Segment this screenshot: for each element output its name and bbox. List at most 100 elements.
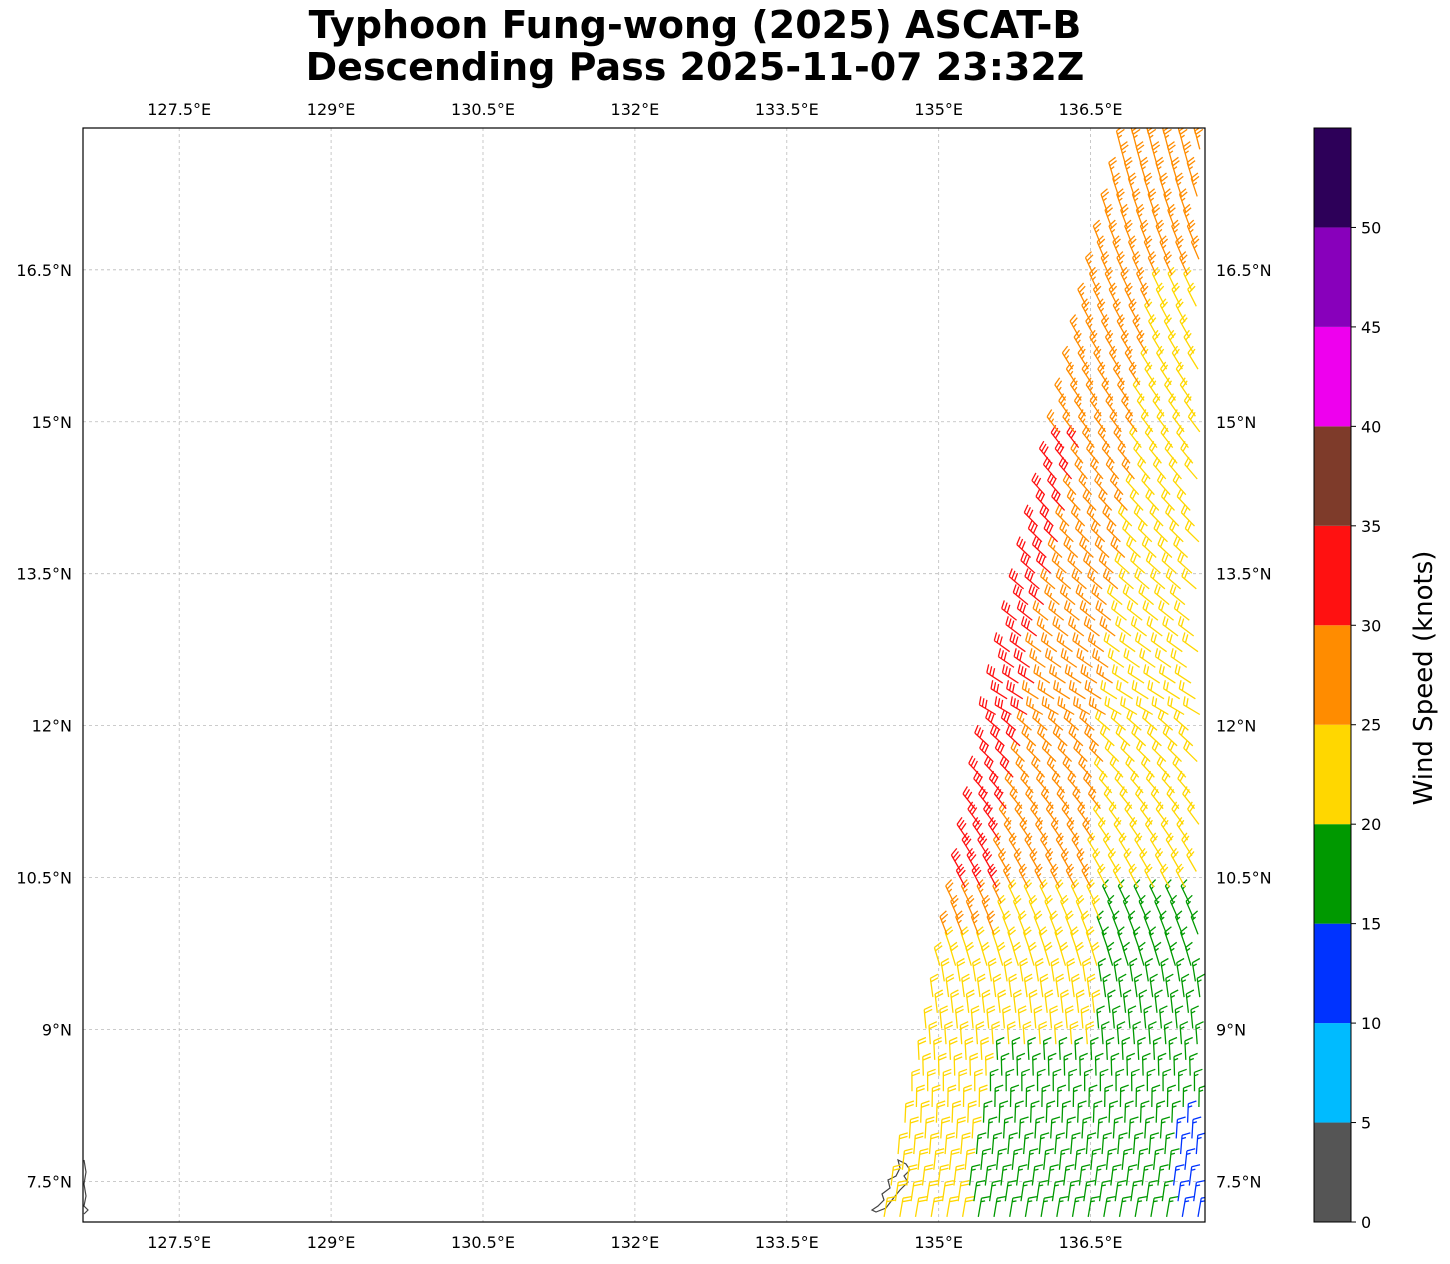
wind-barb [1127, 664, 1145, 684]
wind-barb [1065, 863, 1076, 888]
wind-barb [1190, 172, 1200, 197]
wind-barb [1145, 1179, 1158, 1202]
wind-barb [1147, 680, 1165, 700]
wind-barb [964, 1148, 976, 1170]
wind-barb [1117, 377, 1129, 401]
wind-barb [1165, 1195, 1179, 1218]
wind-barb [917, 1148, 929, 1170]
wind-barb [1060, 648, 1078, 668]
wind-barb [1137, 520, 1153, 543]
wind-barb [913, 1132, 924, 1155]
wind-barb [1074, 456, 1088, 480]
wind-barb [1038, 440, 1053, 464]
wind-barb [979, 740, 994, 763]
wind-barb [998, 801, 1012, 825]
wind-barb [1171, 801, 1184, 825]
wind-barb [1143, 664, 1161, 684]
wind-barb [1149, 973, 1158, 998]
wind-barb [1075, 941, 1084, 966]
wind-barb [1101, 926, 1110, 951]
x-tick-label-bottom: 132°E [611, 1233, 660, 1252]
wind-barb [1137, 941, 1146, 966]
y-tick-label-right: 12°N [1216, 717, 1256, 736]
wind-barb [1005, 724, 1021, 747]
wind-barb [994, 1084, 1004, 1108]
wind-barb [1045, 847, 1056, 872]
wind-barb [1165, 504, 1180, 527]
wind-barb [946, 1195, 959, 1218]
wind-barb [1162, 724, 1178, 747]
wind-barb [1006, 680, 1024, 700]
wind-barb [1160, 361, 1172, 386]
wind-barb [1039, 568, 1056, 590]
wind-barb [1015, 1164, 1028, 1186]
y-tick-label-left: 12°N [32, 717, 72, 736]
wind-barb [1099, 1068, 1109, 1092]
wind-barb [1096, 664, 1113, 684]
colorbar-segment [1314, 923, 1351, 1024]
wind-barb [1097, 424, 1111, 449]
wind-barb [1047, 1164, 1059, 1186]
wind-barb [983, 801, 996, 825]
wind-barb [924, 1116, 935, 1139]
wind-barb [1131, 128, 1141, 150]
wind-barb [1152, 1036, 1162, 1060]
wind-barb [1155, 156, 1165, 181]
wind-barb [997, 989, 1007, 1013]
wind-barb [1089, 329, 1101, 354]
wind-barb [971, 1116, 982, 1139]
wind-barb [1165, 568, 1182, 590]
wind-barb [1154, 989, 1163, 1013]
wind-barb [1177, 552, 1193, 574]
wind-barb [1129, 957, 1138, 982]
wind-barb [1067, 552, 1083, 574]
wind-barb [1104, 266, 1114, 291]
wind-barb [1152, 1148, 1164, 1170]
y-tick-label-left: 10.5°N [16, 869, 72, 888]
wind-barb [1143, 1005, 1152, 1029]
wind-barb [991, 1021, 1001, 1045]
wind-barb [1012, 894, 1022, 919]
wind-barb [1029, 1100, 1040, 1123]
wind-barb [1013, 648, 1031, 668]
wind-barb [1107, 847, 1119, 872]
wind-barb [1094, 1052, 1104, 1076]
wind-barb [1144, 1116, 1155, 1139]
wind-barb [1046, 409, 1060, 433]
wind-barb [949, 941, 959, 966]
wind-barb [1067, 616, 1085, 637]
wind-barb [972, 817, 985, 841]
wind-barb [965, 989, 975, 1013]
wind-barb [1070, 879, 1080, 904]
wind-barb [1132, 251, 1142, 276]
wind-barb [920, 1100, 930, 1123]
x-tick-label-top: 130.5°E [451, 100, 515, 119]
wind-barb [1087, 568, 1103, 590]
wind-barb [1043, 941, 1053, 966]
wind-barb [1097, 817, 1110, 841]
wind-barb [997, 894, 1006, 919]
wind-barb [1196, 973, 1205, 998]
wind-barb [1164, 377, 1176, 401]
wind-barb [1041, 740, 1057, 763]
wind-barb [1134, 832, 1146, 857]
wind-barb [1127, 1005, 1137, 1029]
wind-barb [1166, 632, 1183, 653]
wind-barb [1105, 1036, 1115, 1060]
wind-barb [1123, 847, 1135, 872]
wind-barb [984, 1164, 997, 1186]
wind-barb [957, 1179, 970, 1202]
wind-barb [1025, 1084, 1035, 1108]
wind-barb [1070, 440, 1084, 464]
colorbar-segment [1314, 426, 1351, 526]
wind-barb [1139, 847, 1150, 872]
wind-barb [974, 1068, 983, 1092]
wind-barb [1014, 801, 1027, 825]
wind-barb [1108, 801, 1121, 825]
wind-barb [1117, 926, 1125, 951]
wind-barb [956, 957, 966, 982]
wind-barb [1112, 172, 1121, 197]
wind-barb [1128, 361, 1141, 386]
wind-barb [1178, 724, 1194, 747]
wind-barb [1136, 266, 1146, 291]
